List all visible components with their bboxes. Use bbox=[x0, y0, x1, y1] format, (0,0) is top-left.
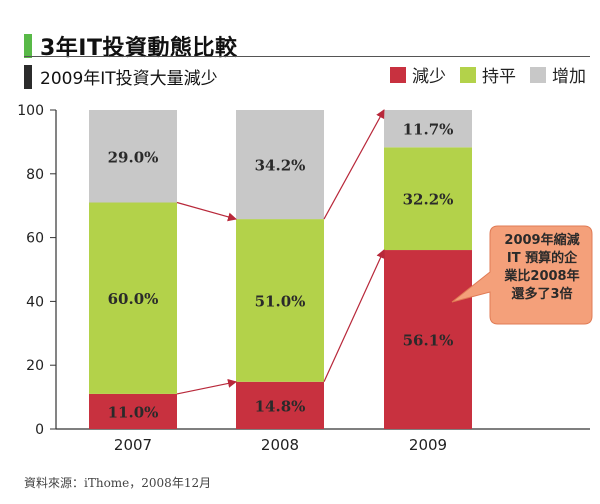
legend-item-increase: 增加 bbox=[530, 62, 586, 87]
y-tick-label: 40 bbox=[26, 294, 44, 310]
bar-value-label: 32.2% bbox=[403, 191, 454, 209]
y-tick-label: 0 bbox=[35, 422, 44, 438]
callout-text: 2009年縮減 IT 預算的企 業比2008年 還多了3倍 bbox=[494, 232, 590, 304]
callout-line: 還多了3倍 bbox=[511, 287, 573, 302]
legend-swatch-flat bbox=[460, 66, 476, 83]
source-note: 資料來源：iThome，2008年12月 bbox=[24, 476, 212, 490]
subtitle-accent-bar bbox=[24, 64, 32, 89]
title-accent-bar bbox=[24, 34, 32, 58]
bar-value-label: 60.0% bbox=[108, 290, 159, 308]
bar-value-label: 56.1% bbox=[403, 332, 454, 350]
legend-item-flat: 持平 bbox=[460, 62, 516, 87]
legend-label-decrease: 減少 bbox=[412, 67, 446, 87]
bar-segment bbox=[236, 381, 324, 429]
y-tick-label: 60 bbox=[26, 231, 44, 247]
bar-segment bbox=[236, 219, 324, 382]
bar-value-label: 29.0% bbox=[108, 148, 159, 166]
legend-item-decrease: 減少 bbox=[390, 62, 446, 87]
x-tick-label: 2008 bbox=[261, 436, 299, 454]
bar-value-label: 51.0% bbox=[255, 292, 306, 310]
bar-segment bbox=[384, 250, 472, 429]
callout-layer bbox=[451, 225, 593, 325]
x-tick-label: 2007 bbox=[114, 436, 152, 454]
chart-subtitle: 2009年IT投資大量減少 bbox=[40, 69, 218, 89]
callout-line: IT 預算的企 bbox=[506, 251, 578, 266]
trend-arrow bbox=[323, 109, 385, 220]
trend-arrow bbox=[323, 249, 385, 383]
callout-line: 業比2008年 bbox=[504, 269, 580, 284]
bar-segment bbox=[384, 147, 472, 251]
bar-segment bbox=[384, 110, 472, 148]
trend-arrow bbox=[176, 378, 237, 395]
legend-label-flat: 持平 bbox=[482, 67, 516, 87]
trend-arrow-layer bbox=[176, 109, 385, 395]
legend: 減少 持平 增加 bbox=[376, 62, 586, 87]
bar-value-label: 11.0% bbox=[108, 403, 159, 421]
legend-swatch-increase bbox=[530, 66, 546, 83]
y-tick-label: 20 bbox=[26, 358, 44, 374]
title-divider bbox=[24, 56, 590, 57]
bar-layer: 11.0% 60.0% 29.0% 2007 14.8% 51.0% 34.2% 2008 56… bbox=[89, 110, 472, 454]
bar-segment bbox=[236, 110, 324, 220]
y-tick-label: 80 bbox=[26, 167, 44, 183]
trend-arrow bbox=[176, 201, 237, 222]
bar-segment bbox=[89, 110, 177, 203]
chart-subtitle-row: 2009年IT投資大量減少 bbox=[24, 64, 218, 89]
legend-swatch-decrease bbox=[390, 66, 406, 83]
bar-value-label: 34.2% bbox=[255, 157, 306, 175]
callout-line: 2009年縮減 bbox=[504, 233, 580, 248]
bar-segment bbox=[89, 393, 177, 429]
bar-value-label: 14.8% bbox=[255, 397, 306, 415]
y-tick-label: 100 bbox=[17, 103, 44, 119]
callout-bubble bbox=[451, 225, 593, 325]
bar-segment bbox=[89, 202, 177, 394]
x-tick-label: 2009 bbox=[409, 436, 447, 454]
bar-value-label: 11.7% bbox=[403, 121, 454, 139]
legend-label-increase: 增加 bbox=[552, 67, 586, 87]
